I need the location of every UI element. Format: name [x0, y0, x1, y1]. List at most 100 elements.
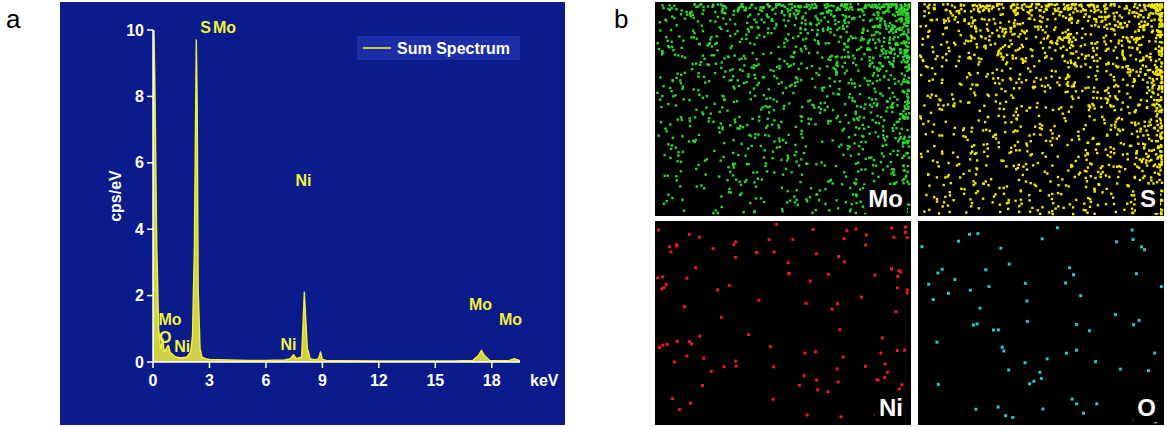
map-dot [672, 137, 674, 139]
map-dot [818, 22, 820, 24]
map-dot [830, 179, 832, 181]
map-dot [819, 189, 821, 191]
map-dot [815, 6, 817, 8]
map-dot [703, 58, 705, 60]
map-dot [663, 154, 665, 156]
map-dot [1148, 40, 1150, 42]
map-dot [670, 148, 672, 150]
map-dot [873, 14, 875, 16]
map-dot [768, 88, 770, 90]
map-dot [844, 72, 846, 74]
map-dot [986, 155, 988, 157]
map-dot [673, 17, 675, 19]
map-dot [838, 146, 840, 148]
map-dot [794, 82, 796, 84]
y-axis-title: cps/eV [107, 170, 124, 222]
map-dot [827, 120, 829, 122]
map-dot [908, 64, 910, 66]
spectrum-area [153, 30, 520, 362]
peak-label: Mo [499, 311, 522, 328]
map-dot [758, 82, 760, 84]
map-dot [770, 52, 772, 54]
map-dot [1051, 137, 1053, 139]
map-dot [742, 211, 744, 213]
y-tick-label: 2 [135, 287, 144, 304]
map-dot [983, 45, 985, 47]
map-dot [757, 63, 759, 65]
map-dot [838, 88, 840, 90]
map-dot [830, 13, 832, 15]
map-dot [992, 77, 994, 79]
map-dot [716, 42, 718, 44]
x-tick [491, 362, 493, 368]
map-dot [719, 111, 721, 113]
map-dot [746, 163, 748, 165]
map-dot [848, 122, 850, 124]
map-dot [793, 51, 795, 53]
map-dot [693, 88, 695, 90]
map-dot [1062, 55, 1064, 57]
map-dot [1104, 11, 1106, 13]
map-dot [729, 171, 731, 173]
map-dot [779, 3, 781, 5]
map-dot [718, 175, 720, 177]
map-dot [1143, 146, 1145, 148]
map-dot [1139, 130, 1141, 132]
map-dot [776, 146, 778, 148]
map-dot [814, 123, 816, 125]
map-dot [676, 24, 678, 26]
map-dot [708, 117, 710, 119]
map-dot [1127, 106, 1129, 108]
map-dot [893, 57, 895, 59]
map-dot [803, 6, 805, 8]
map-dot [691, 68, 693, 70]
map-dot [781, 210, 783, 212]
map-dot [835, 165, 837, 167]
map-dot [931, 131, 933, 133]
map-dot [829, 59, 831, 61]
map-dot [995, 137, 997, 139]
element-map: S [918, 2, 1164, 216]
map-dot [892, 31, 894, 33]
map-dot [823, 86, 825, 88]
map-dot [960, 3, 962, 5]
map-dot [906, 61, 908, 63]
map-dot [747, 148, 749, 150]
map-dot [1023, 3, 1025, 5]
y-tick [147, 361, 153, 363]
map-dot [881, 6, 883, 8]
map-dot [696, 185, 698, 187]
map-dot [711, 54, 713, 56]
map-dot [783, 105, 785, 107]
map-dot [902, 56, 904, 58]
map-dot [908, 204, 910, 206]
map-dot [665, 36, 667, 38]
map-dot [769, 5, 771, 7]
map-dot [738, 128, 740, 130]
map-dot [817, 40, 819, 42]
map-dot [824, 109, 826, 111]
map-dot [1161, 41, 1163, 43]
map-dot [1005, 101, 1007, 103]
map-dot [1093, 87, 1095, 89]
map-dot [1075, 3, 1077, 5]
map-dot [865, 141, 867, 143]
map-dot [922, 38, 924, 40]
map-dot [907, 37, 909, 39]
map-dot [727, 55, 729, 57]
map-dot [893, 36, 895, 38]
map-dot [720, 67, 722, 69]
map-dot [787, 33, 789, 35]
map-dot [1069, 38, 1071, 40]
map-dot [718, 131, 720, 133]
map-dot [868, 157, 870, 159]
map-dot [782, 173, 784, 175]
map-dot [907, 89, 909, 91]
map-dot [721, 61, 723, 63]
map-dot [754, 77, 756, 79]
map-dot [681, 199, 683, 201]
map-dot [875, 47, 877, 49]
map-dot [805, 12, 807, 14]
map-dot [901, 17, 903, 19]
map-dot [893, 48, 895, 50]
